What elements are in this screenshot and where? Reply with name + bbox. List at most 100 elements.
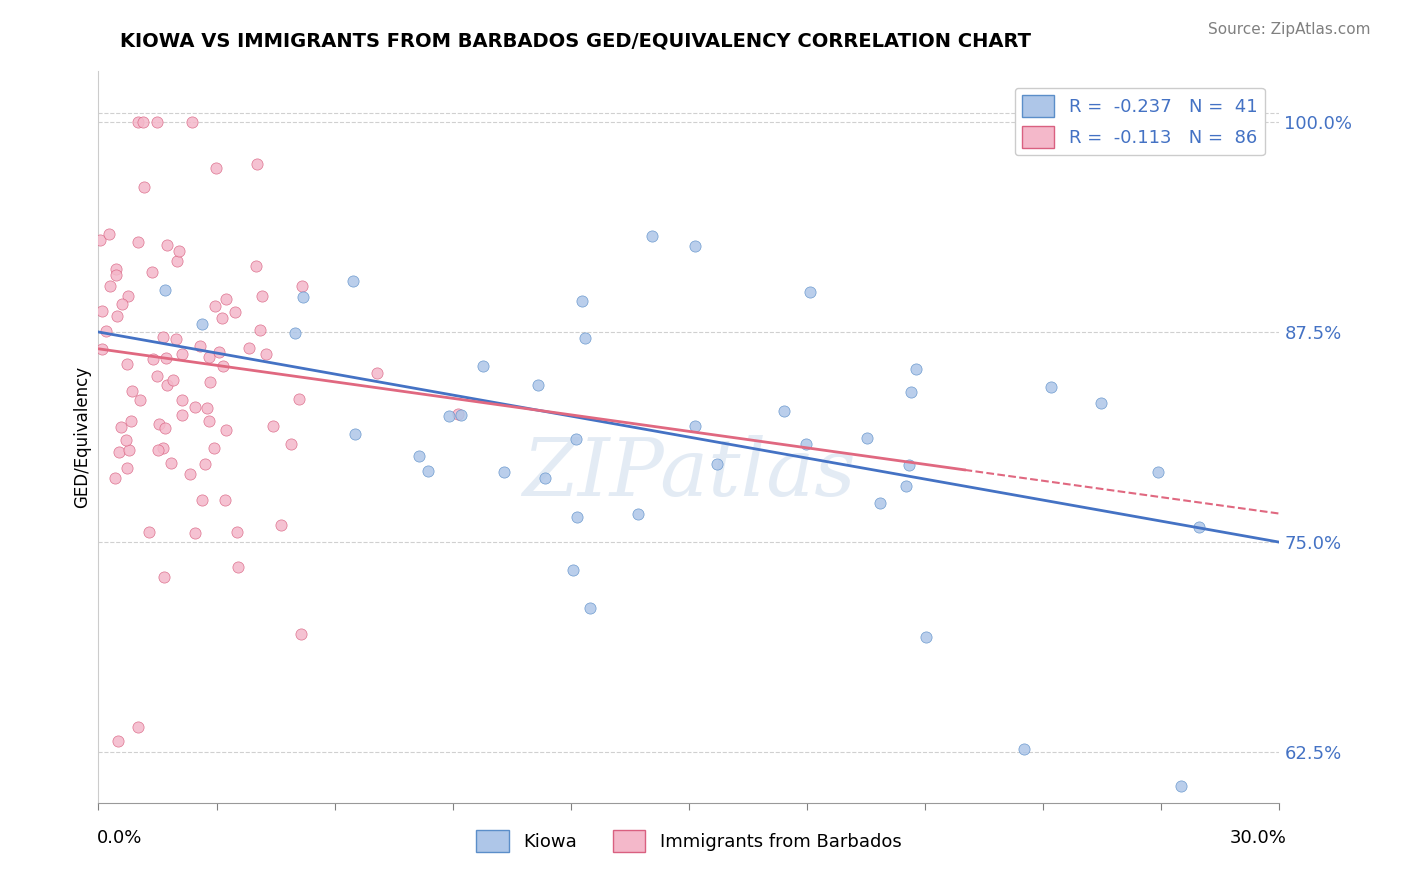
Point: [152, 330, 174, 344]
Y-axis label: GED/Equivalency: GED/Equivalency: [73, 366, 91, 508]
Point: [215, 423, 238, 437]
Point: [249, 322, 271, 336]
Text: KIOWA VS IMMIGRANTS FROM BARBADOS GED/EQUIVALENCY CORRELATION CHART: KIOWA VS IMMIGRANTS FROM BARBADOS GED/EQ…: [120, 31, 1031, 50]
Point: [1012, 742, 1035, 756]
Text: 0.0%: 0.0%: [97, 829, 142, 847]
Point: [565, 509, 588, 524]
Point: [160, 456, 183, 470]
Point: [146, 368, 169, 383]
Point: [408, 449, 430, 463]
Point: [288, 392, 311, 407]
Point: [170, 346, 193, 360]
Point: [132, 180, 155, 194]
Point: [156, 238, 179, 252]
Point: [641, 228, 664, 243]
Point: [565, 432, 588, 446]
Point: [205, 161, 228, 175]
Text: ZIPatlas: ZIPatlas: [522, 435, 856, 512]
Point: [127, 720, 149, 734]
Point: [156, 377, 179, 392]
Point: [254, 346, 277, 360]
Point: [343, 427, 366, 442]
Point: [104, 262, 127, 277]
Point: [212, 359, 235, 374]
Point: [534, 471, 557, 485]
Point: [165, 332, 187, 346]
Point: [115, 460, 138, 475]
Point: [855, 431, 877, 445]
Point: [706, 458, 728, 472]
Point: [915, 630, 938, 644]
Point: [683, 239, 706, 253]
Point: [796, 436, 818, 450]
Point: [172, 392, 194, 407]
Point: [108, 445, 131, 459]
Point: [162, 373, 184, 387]
Point: [342, 274, 364, 288]
Point: [153, 421, 176, 435]
Point: [170, 408, 193, 422]
Point: [179, 467, 201, 482]
Point: [141, 351, 163, 366]
Point: [900, 385, 922, 400]
Point: [280, 436, 302, 450]
Point: [683, 419, 706, 434]
Point: [127, 115, 149, 129]
Point: [204, 299, 226, 313]
Point: [97, 227, 120, 241]
Point: [799, 285, 821, 300]
Point: [90, 304, 112, 318]
Point: [200, 376, 222, 390]
Point: [284, 326, 307, 340]
Point: [104, 471, 127, 485]
Point: [447, 408, 470, 422]
Point: [146, 443, 169, 458]
Point: [291, 278, 314, 293]
Point: [562, 563, 585, 577]
Point: [115, 433, 138, 447]
Point: [1040, 380, 1063, 394]
Point: [262, 419, 284, 434]
Point: [270, 518, 292, 533]
Point: [450, 408, 472, 422]
Point: [146, 115, 169, 129]
Point: [110, 420, 132, 434]
Point: [166, 254, 188, 268]
Point: [152, 570, 174, 584]
Point: [1188, 519, 1211, 533]
Point: [94, 324, 117, 338]
Point: [91, 342, 114, 356]
Point: [215, 292, 238, 306]
Point: [527, 377, 550, 392]
Point: [105, 309, 128, 323]
Point: [127, 235, 149, 249]
Point: [202, 441, 225, 455]
Point: [131, 115, 153, 129]
Point: [437, 409, 460, 423]
Point: [152, 441, 174, 455]
Point: [571, 293, 593, 308]
Point: [773, 404, 796, 418]
Point: [894, 479, 917, 493]
Point: [100, 278, 122, 293]
Point: [494, 465, 516, 479]
Point: [1146, 465, 1168, 479]
Point: [869, 496, 891, 510]
Point: [246, 157, 269, 171]
Point: [366, 366, 388, 380]
Point: [104, 268, 127, 282]
Point: [211, 311, 233, 326]
Point: [194, 457, 217, 471]
Point: [574, 331, 596, 345]
Point: [141, 265, 163, 279]
Point: [118, 443, 141, 458]
Point: [292, 290, 315, 304]
Point: [148, 417, 170, 431]
Point: [226, 560, 249, 574]
Point: [208, 344, 231, 359]
Point: [198, 350, 221, 364]
Point: [184, 526, 207, 541]
Point: [1170, 779, 1192, 793]
Point: [226, 525, 249, 540]
Point: [214, 493, 236, 508]
